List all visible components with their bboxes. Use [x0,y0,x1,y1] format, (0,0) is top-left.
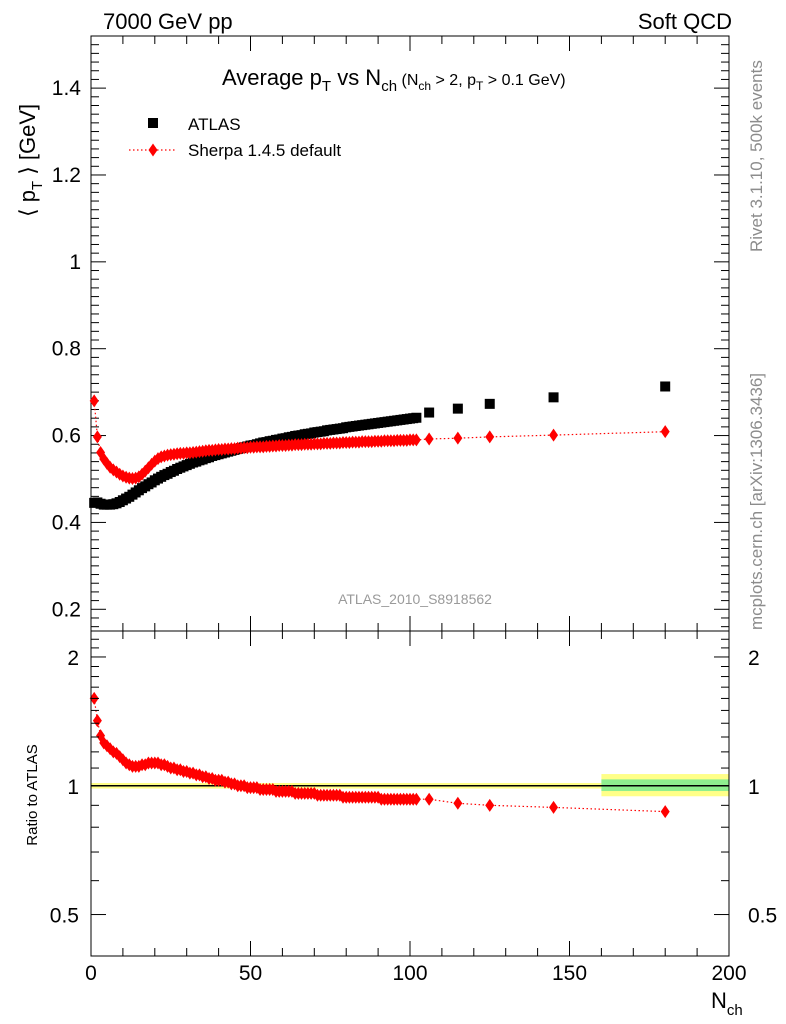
ratio-sherpa-point [92,714,102,728]
main-data-points [89,381,671,510]
ratio-sherpa-point [411,792,421,806]
rivet-version-label: Rivet 3.1.10, 500k events [747,60,766,252]
ratio-y-tick-label-right: 2 [748,647,760,670]
x-tick-labels: 0 50 100 150 200 [85,962,746,985]
sherpa-data-point [92,430,102,444]
sherpa-data-point [549,428,559,442]
atlas-data-point [660,381,671,392]
atlas-data-point [411,412,422,423]
atlas-data-point [548,392,559,403]
sherpa-data-point [453,431,463,445]
analysis-id-watermark: ATLAS_2010_S8918562 [338,591,492,607]
ratio-data-points [89,691,670,819]
ratio-y-axis-label: Ratio to ATLAS [24,744,41,845]
energy-label: 7000 GeV pp [103,9,233,34]
ratio-sherpa-point [485,798,495,812]
main-y-tick-label: 1.2 [52,164,81,187]
atlas-data-point [484,398,495,409]
sherpa-data-point [89,394,99,408]
atlas-data-point [452,403,463,414]
legend-marker-sherpa [148,143,158,157]
main-axis-ticks [90,35,730,631]
ratio-y-tick-label: 1 [67,776,79,799]
main-y-tick-labels: 0.2 0.4 0.6 0.8 1 1.2 1.4 [52,77,82,621]
ratio-y-tick-label-right: 1 [748,776,760,799]
x-tick-label: 150 [552,962,587,985]
main-y-tick-label: 0.4 [52,511,82,534]
sherpa-data-point [485,430,495,444]
main-y-axis-label: ⟨ pT ⟩ [GeV] [15,104,46,217]
ratio-y-tick-label-right: 0.5 [748,905,777,928]
mcplots-label: mcplots.cern.ch [arXiv:1306.3436] [747,373,766,630]
plot-title: Average pT vs Nch (Nch > 2, pT > 0.1 GeV… [222,65,566,95]
main-y-tick-label: 0.2 [52,598,81,621]
ratio-sherpa-point [549,800,559,814]
legend-label-atlas: ATLAS [188,115,241,134]
sherpa-data-point [411,433,421,447]
legend: ATLAS Sherpa 1.4.5 default [129,115,341,160]
atlas-data-point [424,407,435,418]
sherpa-data-point [424,432,434,446]
process-label: Soft QCD [638,9,732,34]
main-y-tick-label: 1.4 [52,77,82,100]
main-y-tick-label: 1 [69,251,81,274]
main-y-tick-label: 0.6 [52,425,81,448]
legend-marker-atlas [148,118,158,128]
x-axis-label: Nch [711,988,743,1019]
main-panel: 0.2 0.4 0.6 0.8 1 1.2 1.4 Average pT vs Nch (N… [15,35,730,632]
sherpa-data-point [660,425,670,439]
ratio-sherpa-point [660,805,670,819]
ratio-y-tick-label: 0.5 [50,905,79,928]
ratio-axis-ticks [90,631,730,957]
main-y-tick-label: 0.8 [52,338,81,361]
x-tick-label: 0 [85,962,97,985]
x-tick-label: 50 [239,962,262,985]
ratio-sherpa-point [424,792,434,806]
main-panel-frame [90,35,730,632]
ratio-panel: 0.5 0.5 1 1 2 2 0 50 100 150 200 Ratio to ATLAS N… [24,630,777,1019]
x-tick-label: 100 [392,962,427,985]
x-tick-label: 200 [711,962,746,985]
ratio-y-tick-label: 2 [67,647,79,670]
ratio-sherpa-point [453,796,463,810]
legend-label-sherpa: Sherpa 1.4.5 default [188,141,341,160]
ratio-y-tick-labels: 0.5 0.5 1 1 2 2 [50,647,777,928]
